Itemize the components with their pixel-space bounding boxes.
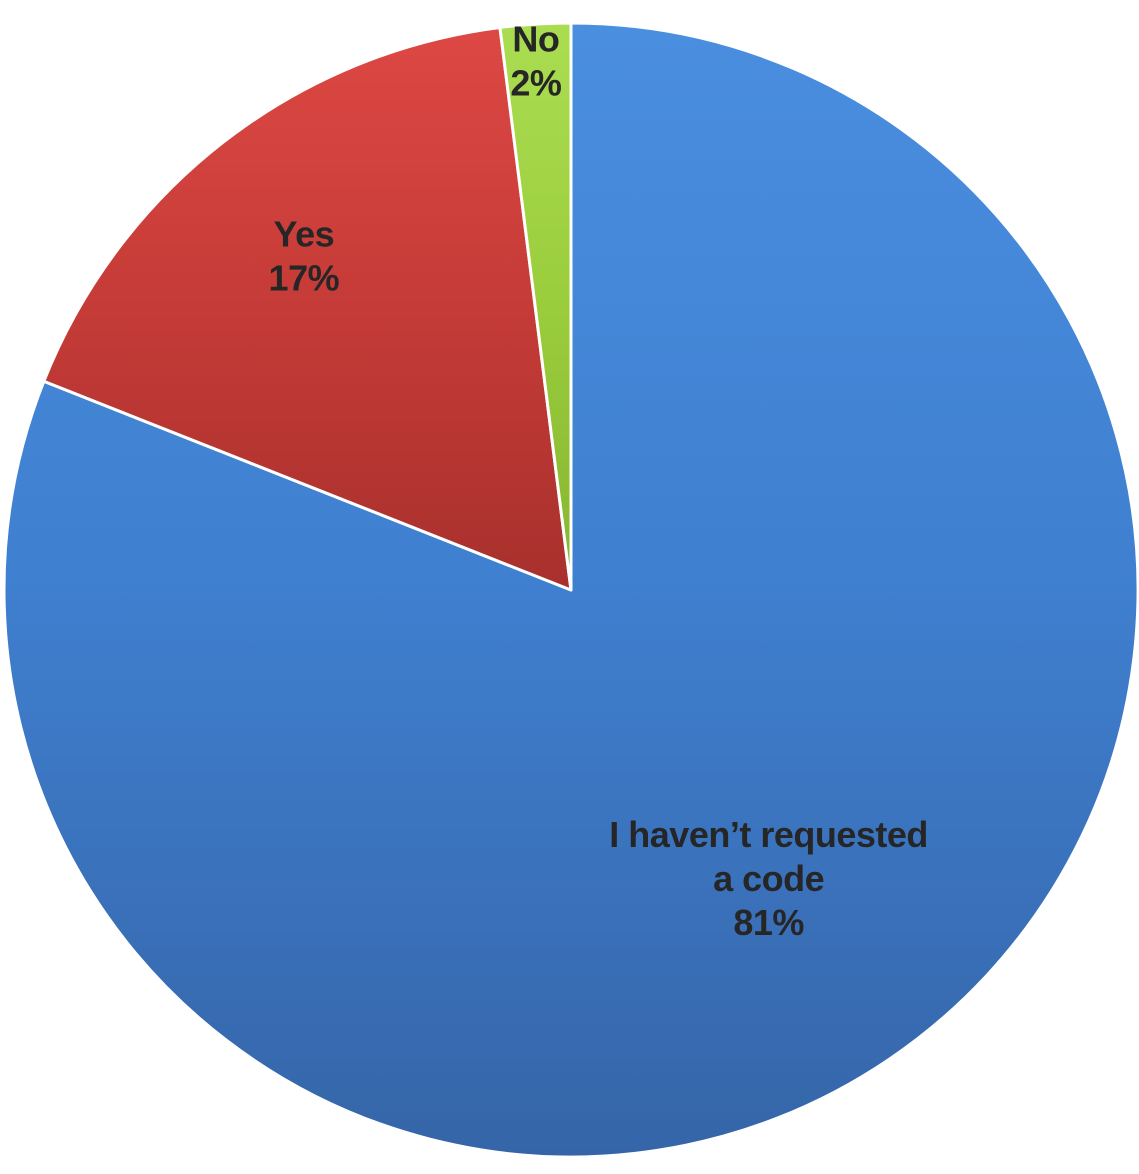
data-label-value: 2% bbox=[510, 62, 562, 103]
data-label-value: 17% bbox=[269, 257, 340, 298]
pie-slices bbox=[2, 21, 1139, 1159]
data-label-value: 81% bbox=[733, 901, 804, 942]
data-label-category: Yes bbox=[274, 213, 335, 254]
data-label-category: No bbox=[512, 18, 559, 59]
pie-slice-no bbox=[498, 21, 573, 592]
pie-data-labels: I haven’t requested a code 81% Yes 17% No 2% bbox=[269, 18, 929, 942]
pie-slice-yes bbox=[42, 25, 573, 592]
data-label-category: a code bbox=[713, 857, 824, 898]
data-label-no: No 2% bbox=[510, 18, 562, 103]
data-label-yes: Yes 17% bbox=[269, 213, 340, 298]
data-label-not-requested: I haven’t requested a code 81% bbox=[609, 813, 928, 942]
data-label-category: I haven’t requested bbox=[609, 813, 928, 854]
